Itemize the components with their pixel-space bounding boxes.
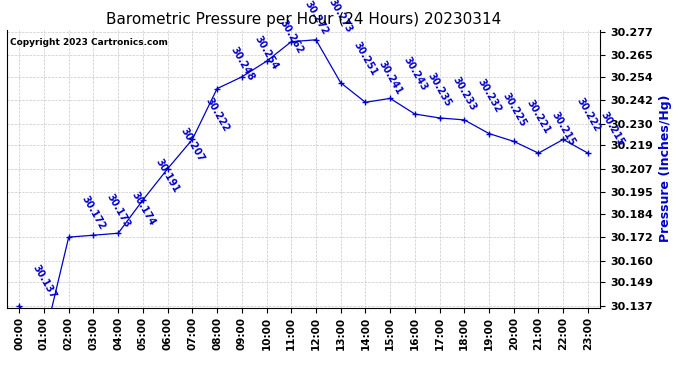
Text: 30.207: 30.207	[179, 126, 206, 163]
Title: Barometric Pressure per Hour (24 Hours) 20230314: Barometric Pressure per Hour (24 Hours) …	[106, 12, 501, 27]
Text: 30.272: 30.272	[302, 0, 330, 36]
Text: 30.119: 30.119	[0, 374, 1, 375]
Text: 30.273: 30.273	[327, 0, 355, 34]
Text: 30.251: 30.251	[352, 40, 380, 77]
Text: 30.222: 30.222	[574, 96, 602, 134]
Text: 30.173: 30.173	[105, 192, 132, 230]
Y-axis label: Pressure (Inches/Hg): Pressure (Inches/Hg)	[658, 95, 671, 243]
Text: 30.243: 30.243	[402, 56, 428, 93]
Text: 30.248: 30.248	[228, 45, 256, 83]
Text: Copyright 2023 Cartronics.com: Copyright 2023 Cartronics.com	[10, 38, 168, 47]
Text: 30.225: 30.225	[500, 90, 528, 128]
Text: 30.232: 30.232	[475, 77, 503, 114]
Text: 30.262: 30.262	[277, 18, 305, 56]
Text: 30.191: 30.191	[154, 157, 181, 195]
Text: 30.221: 30.221	[525, 98, 552, 136]
Text: 30.235: 30.235	[426, 71, 453, 108]
Text: 30.222: 30.222	[204, 96, 231, 134]
Text: 30.137: 30.137	[30, 262, 58, 300]
Text: 30.215: 30.215	[550, 110, 577, 147]
Text: 30.233: 30.233	[451, 75, 478, 112]
Text: 30.254: 30.254	[253, 34, 280, 71]
Text: 30.241: 30.241	[377, 59, 404, 97]
Text: 30.215: 30.215	[599, 110, 627, 147]
Text: 30.174: 30.174	[129, 190, 157, 228]
Text: 30.172: 30.172	[80, 194, 107, 232]
